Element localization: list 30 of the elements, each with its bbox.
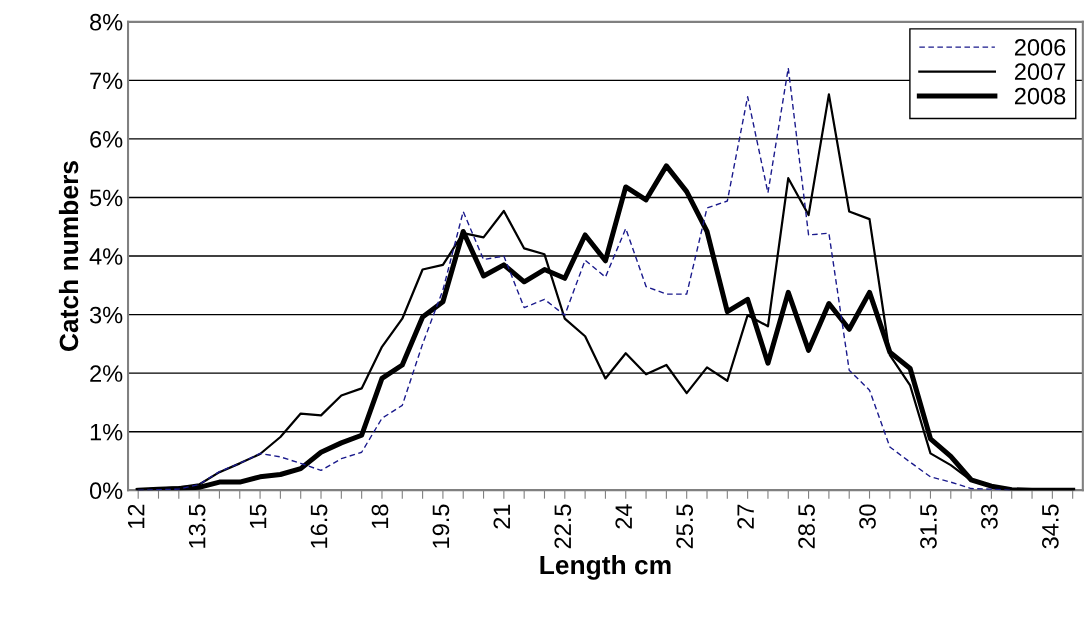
- x-tick-label: 19.5: [432, 504, 450, 548]
- legend-label: 2006: [1014, 38, 1066, 56]
- x-tick-label: 12: [127, 504, 145, 528]
- x-tick-label: 15: [249, 504, 267, 528]
- x-tick-label: 31.5: [920, 504, 937, 549]
- x-tick-label: 28.5: [798, 504, 815, 549]
- x-tick-label: 16.5: [310, 504, 328, 548]
- x-tick-label: 33: [981, 504, 998, 529]
- y-tick-label: 8%: [90, 13, 123, 31]
- x-tick-label: 34.5: [1041, 504, 1059, 549]
- legend-label: 2007: [1014, 63, 1066, 81]
- x-tick-label: 25.5: [676, 504, 694, 549]
- x-tick-label: 21: [493, 504, 510, 529]
- x-tick-label: 18: [371, 504, 389, 528]
- y-axis-title: Catch numbers: [58, 161, 79, 352]
- x-tick-label: 30: [859, 504, 876, 529]
- y-tick-label: 0%: [89, 482, 123, 500]
- y-tick-label: 1%: [90, 423, 123, 441]
- x-tick-label: 13.5: [188, 504, 206, 548]
- y-tick-label: 5%: [89, 189, 123, 207]
- y-tick-label: 6%: [90, 131, 123, 148]
- x-tick-label: 22.5: [554, 504, 572, 549]
- x-tick-label: 24: [615, 504, 632, 529]
- y-tick-label: 7%: [90, 72, 123, 90]
- x-tick-label: 27: [737, 504, 754, 529]
- y-tick-label: 3%: [89, 306, 123, 324]
- y-tick-label: 2%: [90, 365, 123, 382]
- y-tick-label: 4%: [89, 248, 123, 265]
- legend-label: 2008: [1014, 87, 1066, 105]
- x-axis-title: Length cm: [540, 555, 671, 580]
